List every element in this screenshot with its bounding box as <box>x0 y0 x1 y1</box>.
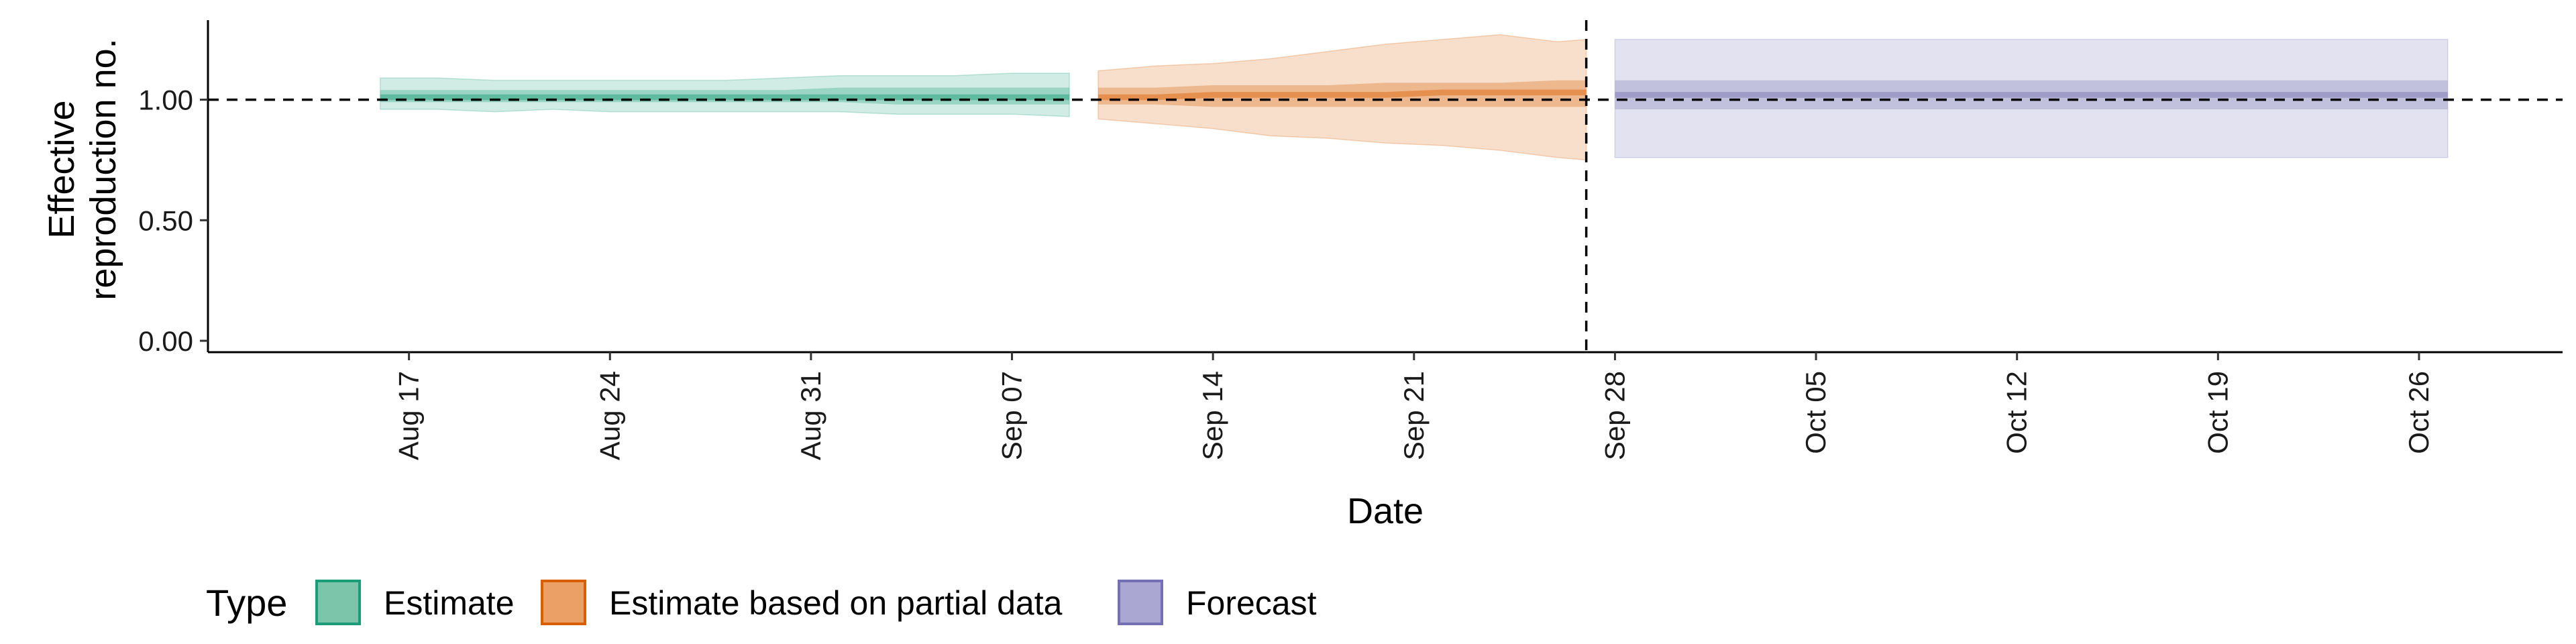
y-tick-label: 1.00 <box>138 85 193 116</box>
axis-labels: 0.00 0.50 1.00 Aug 17 Aug 24 Aug 31 Sep 07 Sep … <box>42 38 2434 531</box>
legend-label: Estimate based on partial data <box>609 584 1063 622</box>
legend: Type Estimate Estimate based on partial da… <box>206 580 1317 625</box>
y-axis-title-line: Effective <box>42 100 82 238</box>
x-tick-label: Oct 12 <box>2001 371 2033 454</box>
x-tick-label: Aug 24 <box>594 371 625 460</box>
y-axis-title: Effective reproduction no. <box>42 38 123 300</box>
x-tick-label: Oct 19 <box>2202 371 2233 454</box>
x-axis-title: Date <box>1347 491 1424 531</box>
x-tick-label: Sep 14 <box>1197 371 1228 460</box>
x-tick-label: Aug 31 <box>795 371 826 460</box>
legend-label: Estimate <box>384 584 515 622</box>
y-tick-label: 0.00 <box>138 325 193 357</box>
y-axis-title-line: reproduction no. <box>83 38 123 300</box>
uncertainty-bands <box>380 34 2449 161</box>
band-50-forecast <box>1615 80 2448 109</box>
y-tick-label: 0.50 <box>138 205 193 236</box>
band-90-estimate <box>380 72 1070 117</box>
band-50-estimate-based-on-partial-data <box>1098 80 1587 107</box>
median-forecast <box>1615 92 2448 98</box>
legend-title: Type <box>206 582 287 624</box>
legend-swatch <box>315 580 361 625</box>
x-tick-label: Oct 05 <box>1800 371 1831 454</box>
median-estimate-based-on-partial-data <box>1098 89 1587 101</box>
legend-label: Forecast <box>1186 584 1317 622</box>
legend-swatch <box>1118 580 1163 625</box>
x-tick-label: Oct 26 <box>2403 371 2434 454</box>
x-tick-label: Sep 28 <box>1599 371 1630 460</box>
x-tick-label: Sep 07 <box>996 371 1028 460</box>
x-tick-label: Aug 17 <box>393 371 425 460</box>
band-90-forecast <box>1614 39 2449 158</box>
x-tick-label: Sep 21 <box>1398 371 1430 460</box>
legend-swatch <box>541 580 586 625</box>
axes <box>200 20 2563 360</box>
